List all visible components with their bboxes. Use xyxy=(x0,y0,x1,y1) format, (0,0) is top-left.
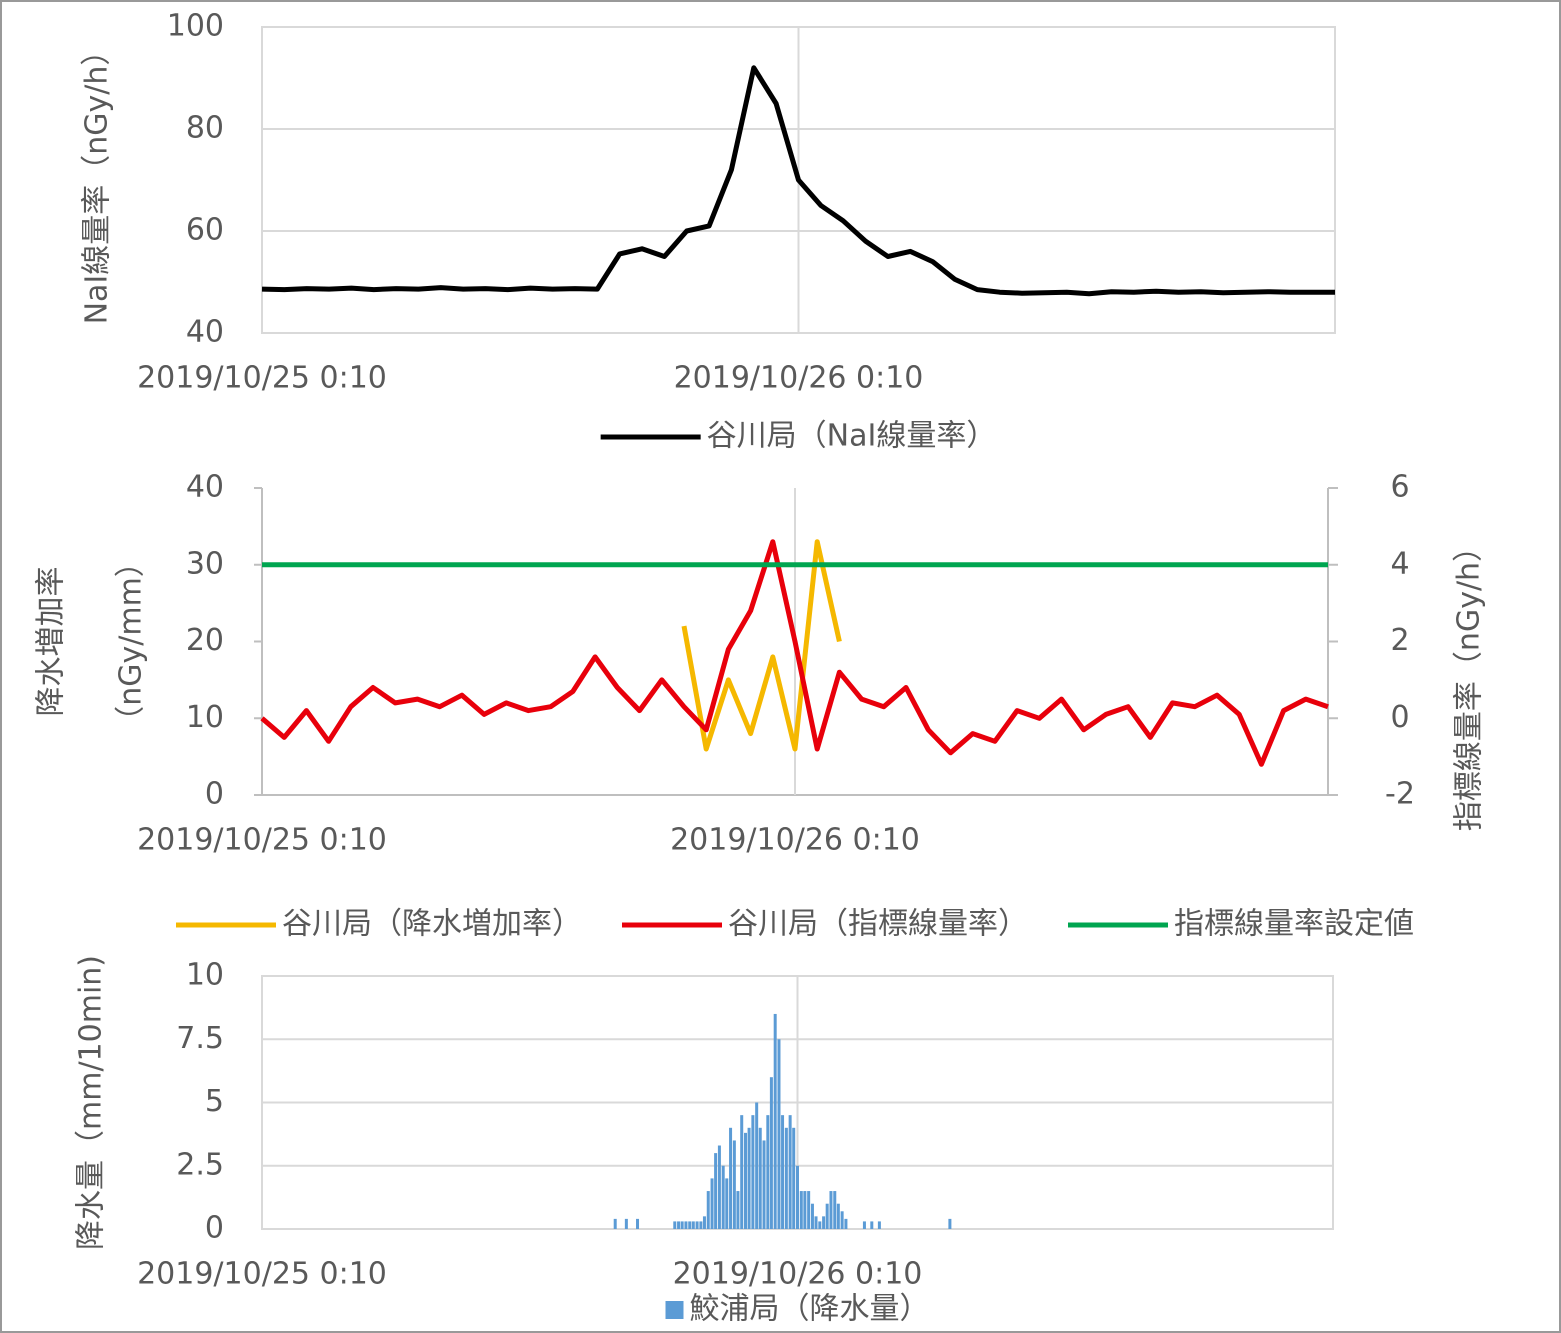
y-tick-label: 20 xyxy=(186,623,224,658)
bar xyxy=(766,1115,770,1229)
series-line xyxy=(681,539,842,752)
bar xyxy=(677,1221,681,1229)
x-tick-label: 2019/10/25 0:10 xyxy=(137,1257,387,1292)
bar xyxy=(792,1127,796,1229)
y-tick-label: 10 xyxy=(186,958,224,993)
bar xyxy=(729,1127,733,1229)
bar xyxy=(732,1140,736,1229)
bar xyxy=(736,1191,740,1229)
y-axis-title: 降水増加率 xyxy=(34,567,69,717)
bar xyxy=(762,1140,766,1229)
y-tick-label: 0 xyxy=(205,1211,224,1246)
bar xyxy=(725,1178,729,1229)
series-line xyxy=(261,65,1335,297)
bar xyxy=(833,1191,837,1229)
bar xyxy=(721,1165,725,1229)
y-tick-label: 100 xyxy=(167,9,224,44)
legend-label: 谷川局（指標線量率） xyxy=(728,907,1028,942)
y-axis-title: （nGy/mm） xyxy=(114,547,149,736)
y-tick-label: 0 xyxy=(205,777,224,812)
bar xyxy=(691,1221,695,1229)
bar xyxy=(699,1221,703,1229)
bar xyxy=(796,1165,799,1229)
y-tick-label: 30 xyxy=(186,546,224,581)
bar xyxy=(710,1178,714,1229)
y-tick-label: 80 xyxy=(186,111,224,146)
y-tick-label: 40 xyxy=(186,470,224,505)
bar xyxy=(870,1221,874,1229)
bar xyxy=(717,1145,721,1229)
bar xyxy=(613,1218,617,1229)
x-tick-label: 2019/10/26 0:10 xyxy=(674,361,924,396)
x-tick-label: 2019/10/26 0:10 xyxy=(670,823,920,858)
legend-label: 谷川局（降水増加率） xyxy=(282,907,582,942)
bar xyxy=(788,1115,792,1229)
bar xyxy=(948,1218,952,1229)
series-line xyxy=(260,539,1329,767)
bar xyxy=(803,1191,807,1229)
y-tick-label: 5 xyxy=(205,1084,224,1119)
bar xyxy=(840,1211,844,1229)
legend-swatch xyxy=(665,1301,684,1319)
y2-axis-title: 指標線量率（nGy/h） xyxy=(1452,532,1487,831)
x-tick-label: 2019/10/25 0:10 xyxy=(137,361,387,396)
bar xyxy=(784,1127,788,1229)
legend: 谷川局（NaI線量率） xyxy=(600,419,997,454)
bar xyxy=(844,1218,848,1229)
bar xyxy=(695,1221,699,1229)
bar xyxy=(673,1221,677,1229)
y-tick-label: 60 xyxy=(186,213,224,248)
y2-tick-label: 4 xyxy=(1390,546,1409,581)
bar xyxy=(829,1191,833,1229)
y-tick-label: 40 xyxy=(186,315,224,350)
bar xyxy=(706,1191,710,1229)
bar xyxy=(862,1221,866,1229)
bar xyxy=(799,1191,803,1229)
bar xyxy=(758,1127,762,1229)
bar xyxy=(810,1203,814,1229)
legend: 谷川局（降水増加率） 谷川局（指標線量率） 指標線量率設定値 xyxy=(176,907,1414,942)
bar xyxy=(702,1216,706,1229)
bar xyxy=(684,1221,688,1229)
bar xyxy=(636,1218,640,1229)
y2-tick-label: 0 xyxy=(1390,700,1409,735)
x-tick-label: 2019/10/26 0:10 xyxy=(673,1257,923,1292)
bar xyxy=(751,1115,755,1229)
bar xyxy=(688,1221,692,1229)
y2-tick-label: -2 xyxy=(1385,777,1415,812)
y2-tick-label: 6 xyxy=(1390,470,1409,505)
y-tick-label: 7.5 xyxy=(176,1021,224,1056)
bar xyxy=(714,1153,718,1229)
bar xyxy=(781,1115,785,1229)
bar xyxy=(877,1221,881,1229)
bar xyxy=(680,1221,684,1229)
bar xyxy=(825,1203,829,1229)
bar xyxy=(836,1203,840,1229)
y-tick-label: 2.5 xyxy=(176,1147,224,1182)
legend-label: 谷川局（NaI線量率） xyxy=(707,419,997,454)
y2-tick-label: 2 xyxy=(1390,623,1409,658)
legend-label: 鮫浦局（降水量） xyxy=(690,1292,930,1327)
bar xyxy=(818,1221,822,1229)
y-axis-title: NaI線量率（nGy/h） xyxy=(80,36,115,325)
bar xyxy=(773,1013,777,1229)
bar xyxy=(822,1216,826,1229)
bar xyxy=(777,1039,781,1229)
bar xyxy=(624,1218,628,1229)
y-axis-title: 降水量（mm/10min) xyxy=(74,955,109,1250)
bar xyxy=(747,1127,751,1229)
bar xyxy=(807,1191,811,1229)
x-tick-label: 2019/10/25 0:10 xyxy=(137,823,387,858)
bar xyxy=(740,1115,744,1229)
bar xyxy=(769,1077,773,1229)
bar xyxy=(744,1132,748,1229)
y-tick-label: 10 xyxy=(186,700,224,735)
bar xyxy=(814,1216,818,1229)
legend-label: 指標線量率設定値 xyxy=(1174,907,1414,942)
legend: 鮫浦局（降水量） xyxy=(665,1292,930,1327)
bar xyxy=(755,1102,759,1229)
